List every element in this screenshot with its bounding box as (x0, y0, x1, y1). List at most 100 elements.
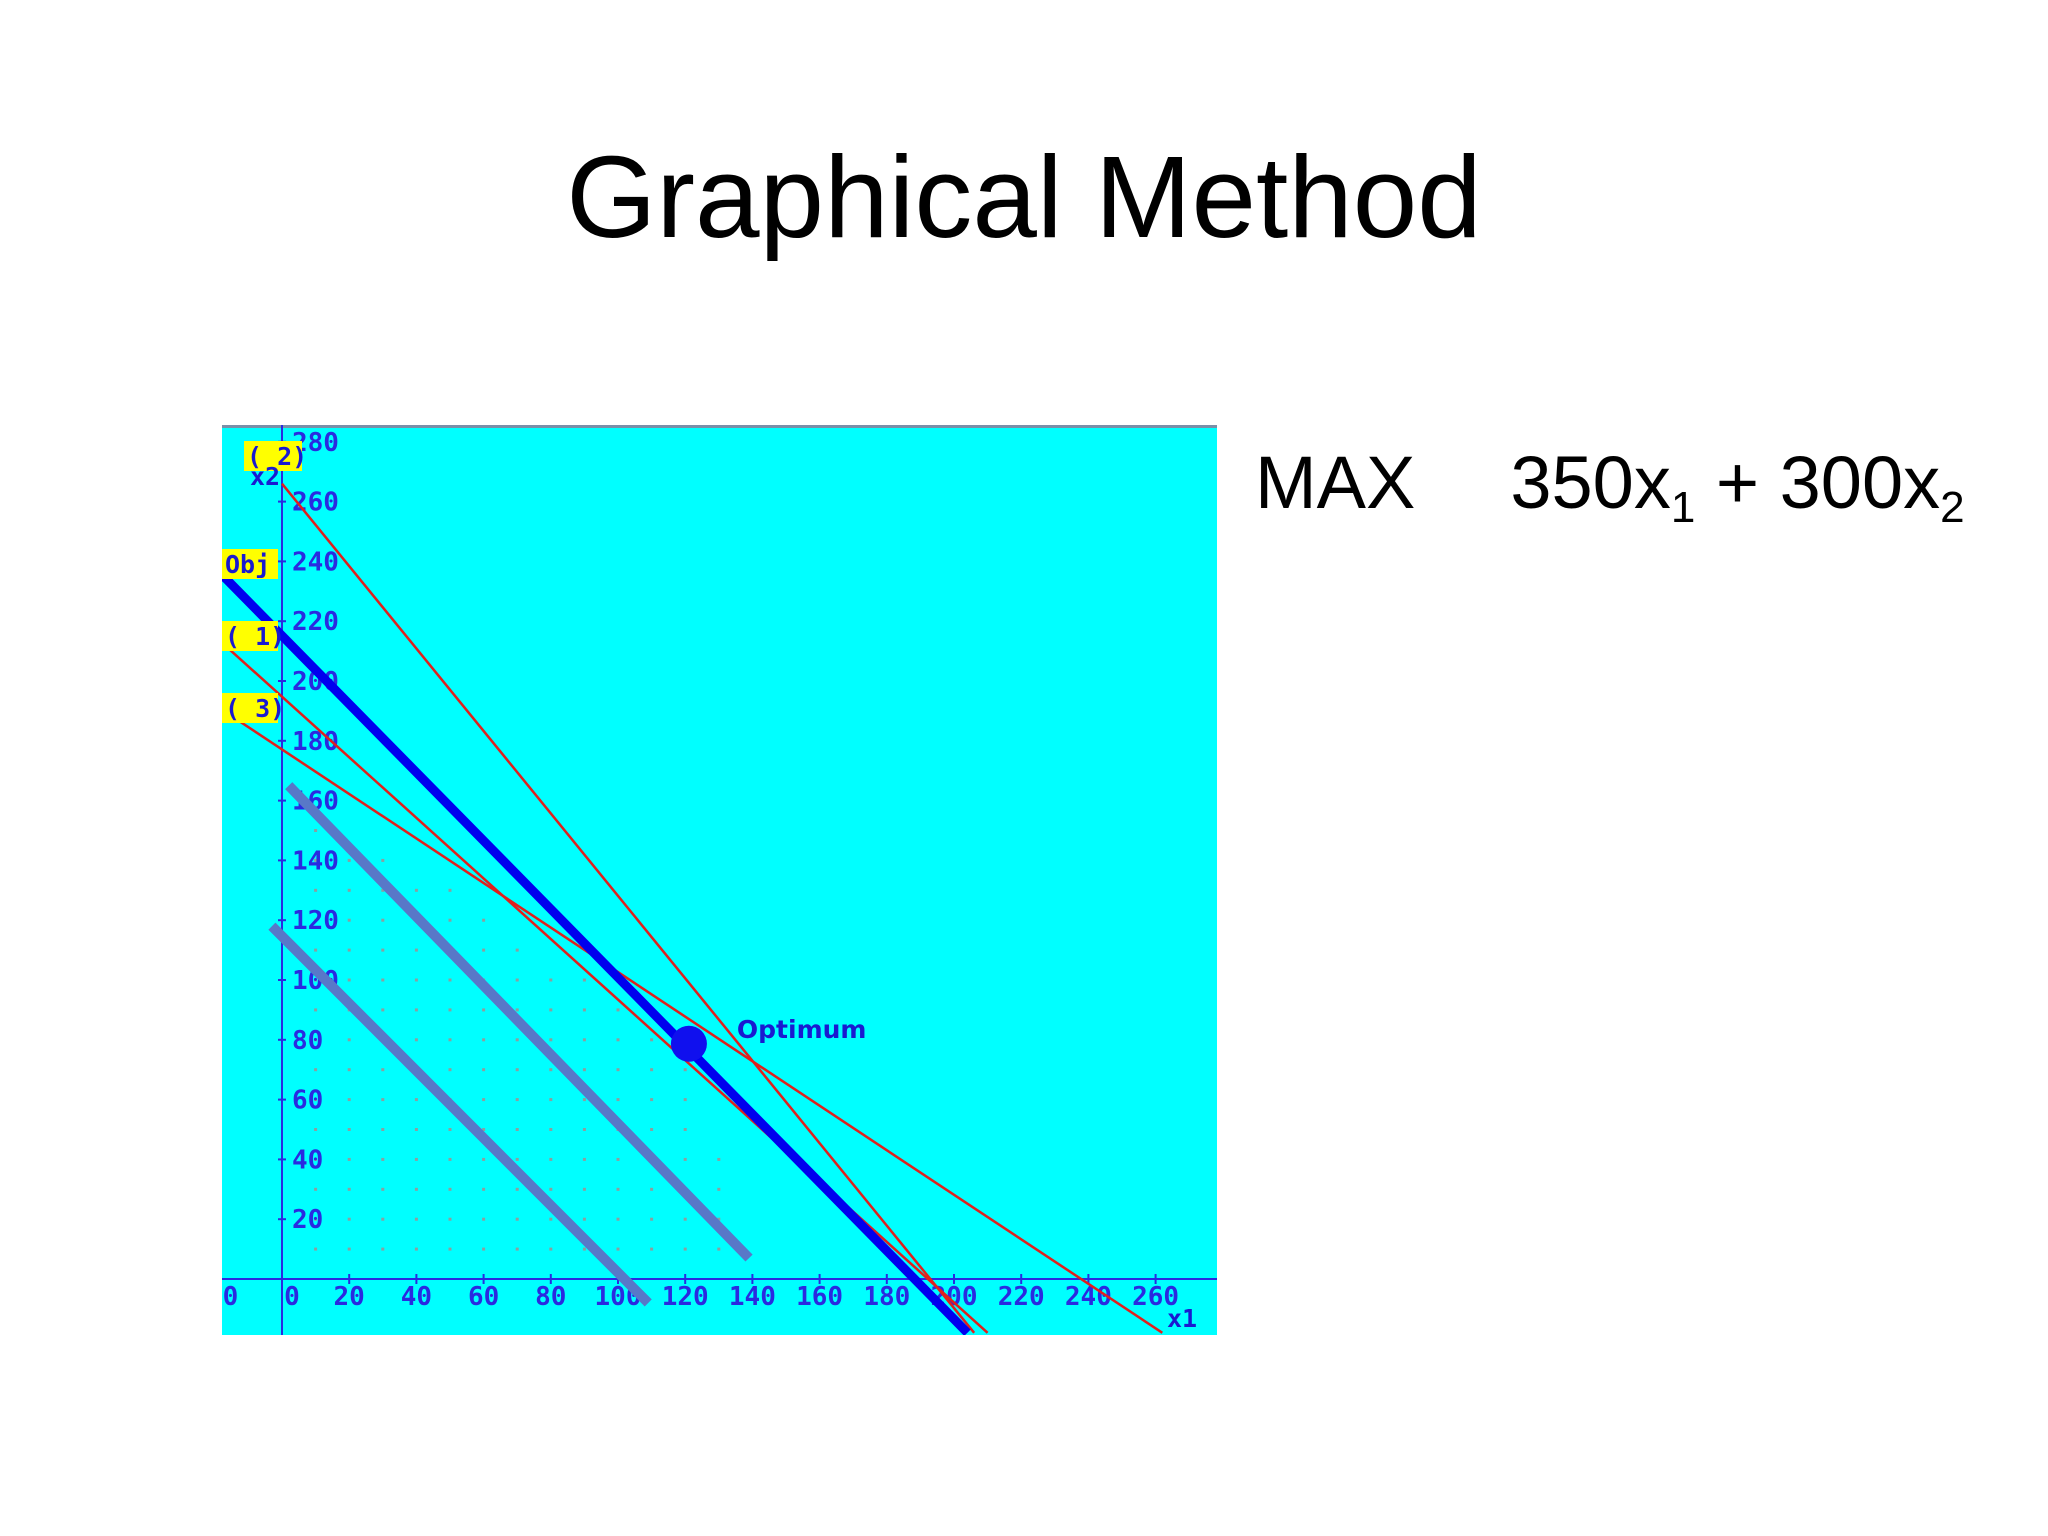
feasible-dot (650, 1038, 654, 1042)
feasible-dot (448, 1187, 452, 1191)
x-tick-label: 240 (1065, 1282, 1112, 1312)
line-tag-text: ( 1) (225, 622, 285, 651)
feasible-dot (414, 978, 418, 982)
feasible-dot (616, 1068, 620, 1072)
objective-term-2: 300x (1779, 441, 1941, 524)
constraint-line (222, 708, 1164, 1334)
feasible-dot (549, 1217, 553, 1221)
feasible-dot (650, 1128, 654, 1131)
feasible-dot (582, 1128, 586, 1131)
feasible-dot (314, 1038, 318, 1042)
iso-profit-lines (268, 782, 753, 1307)
feasible-dot (515, 1008, 519, 1012)
feasible-dot (683, 1157, 687, 1161)
slide-title: Graphical Method (566, 132, 1482, 262)
feasible-dot (482, 1187, 486, 1191)
objective-subscript-1: 1 (1670, 483, 1696, 532)
feasible-dot (347, 1038, 351, 1042)
y-tick-label: 140 (292, 846, 339, 876)
feasible-dot (582, 1098, 586, 1102)
feasible-dot (314, 888, 318, 892)
y-tick-label: 120 (292, 906, 339, 936)
feasible-dot (347, 1157, 351, 1161)
feasible-dot (515, 948, 519, 952)
feasible-dot (314, 1068, 318, 1072)
feasible-dot (314, 948, 318, 952)
feasible-dot (482, 1068, 486, 1072)
feasible-dot (515, 1128, 519, 1131)
feasible-dot (482, 1247, 486, 1251)
feasible-dot (414, 1038, 418, 1042)
x-tick-label: 120 (662, 1282, 709, 1312)
feasible-dot (347, 888, 351, 892)
lp-graph: -200204060801001201401601802002202402602… (222, 425, 1217, 1335)
feasible-dot (448, 1128, 452, 1131)
feasible-dot (347, 858, 351, 862)
feasible-dot (683, 1217, 687, 1221)
feasible-dot (448, 1157, 452, 1161)
feasible-dot (448, 888, 452, 892)
feasible-dot (414, 1008, 418, 1012)
feasible-dot (414, 1128, 418, 1131)
feasible-dot (414, 1217, 418, 1221)
feasible-dot (381, 1068, 385, 1072)
y-tick-label: 240 (292, 547, 339, 577)
objective-subscript-2: 2 (1940, 483, 1965, 532)
y-axis-label: x2 (250, 462, 280, 491)
optimum-group: Optimum (670, 1015, 866, 1062)
feasible-dot (515, 1068, 519, 1072)
y-tick-label: 20 (292, 1205, 323, 1235)
feasible-dot (582, 1068, 586, 1072)
y-tick-label: 40 (292, 1145, 323, 1175)
feasible-dot (414, 1247, 418, 1251)
x-tick-label: 80 (535, 1282, 566, 1312)
iso-profit-line (285, 782, 753, 1262)
y-tick-label: 80 (292, 1026, 323, 1056)
feasible-dot (717, 1157, 721, 1161)
feasible-dot (717, 1247, 721, 1251)
feasible-dot (347, 1128, 351, 1131)
feasible-dot (448, 1038, 452, 1042)
objective-line (222, 568, 971, 1335)
constraint-line (281, 482, 976, 1334)
feasible-dot (314, 829, 318, 832)
feasible-dot (616, 1098, 620, 1102)
feasible-dot (314, 1128, 318, 1131)
x-tick-label: 220 (998, 1282, 1045, 1312)
feasible-dot (549, 1247, 553, 1251)
feasible-dot (448, 918, 452, 922)
feasible-dot (515, 1247, 519, 1251)
objective-function: MAX 350x1 + 300x2 (1255, 440, 1965, 533)
feasible-dot (414, 1157, 418, 1161)
objective-term-1: 350x (1510, 441, 1671, 524)
feasible-dot (616, 1247, 620, 1251)
feasible-dot (482, 1008, 486, 1012)
x-tick-label: 40 (401, 1282, 432, 1312)
feasible-dot (616, 1008, 620, 1012)
feasible-dot (381, 1157, 385, 1161)
feasible-dot (448, 1068, 452, 1072)
feasible-dot (683, 1128, 687, 1131)
feasible-dot (582, 1217, 586, 1221)
feasible-dot (616, 1038, 620, 1042)
feasible-dot (381, 1247, 385, 1251)
plot-background (222, 425, 1217, 1335)
feasible-dot (314, 1098, 318, 1102)
feasible-dot (448, 1008, 452, 1012)
line-tag-text: ( 3) (225, 694, 285, 723)
feasible-dot (381, 1128, 385, 1131)
feasible-dot (347, 1217, 351, 1221)
feasible-dot (650, 1217, 654, 1221)
line-tag-text: ( 2) (247, 442, 307, 471)
feasible-dot (381, 1098, 385, 1102)
feasible-dot (515, 1217, 519, 1221)
feasible-dot (314, 1157, 318, 1161)
objective-plus: + (1695, 441, 1780, 524)
top-border (222, 425, 1217, 428)
line-tag-box (222, 621, 278, 651)
x-tick-label: 20 (334, 1282, 365, 1312)
x-axis-label: x1 (1167, 1304, 1197, 1333)
optimum-point (670, 1025, 707, 1062)
feasible-dot (347, 918, 351, 922)
feasible-dot (448, 978, 452, 982)
